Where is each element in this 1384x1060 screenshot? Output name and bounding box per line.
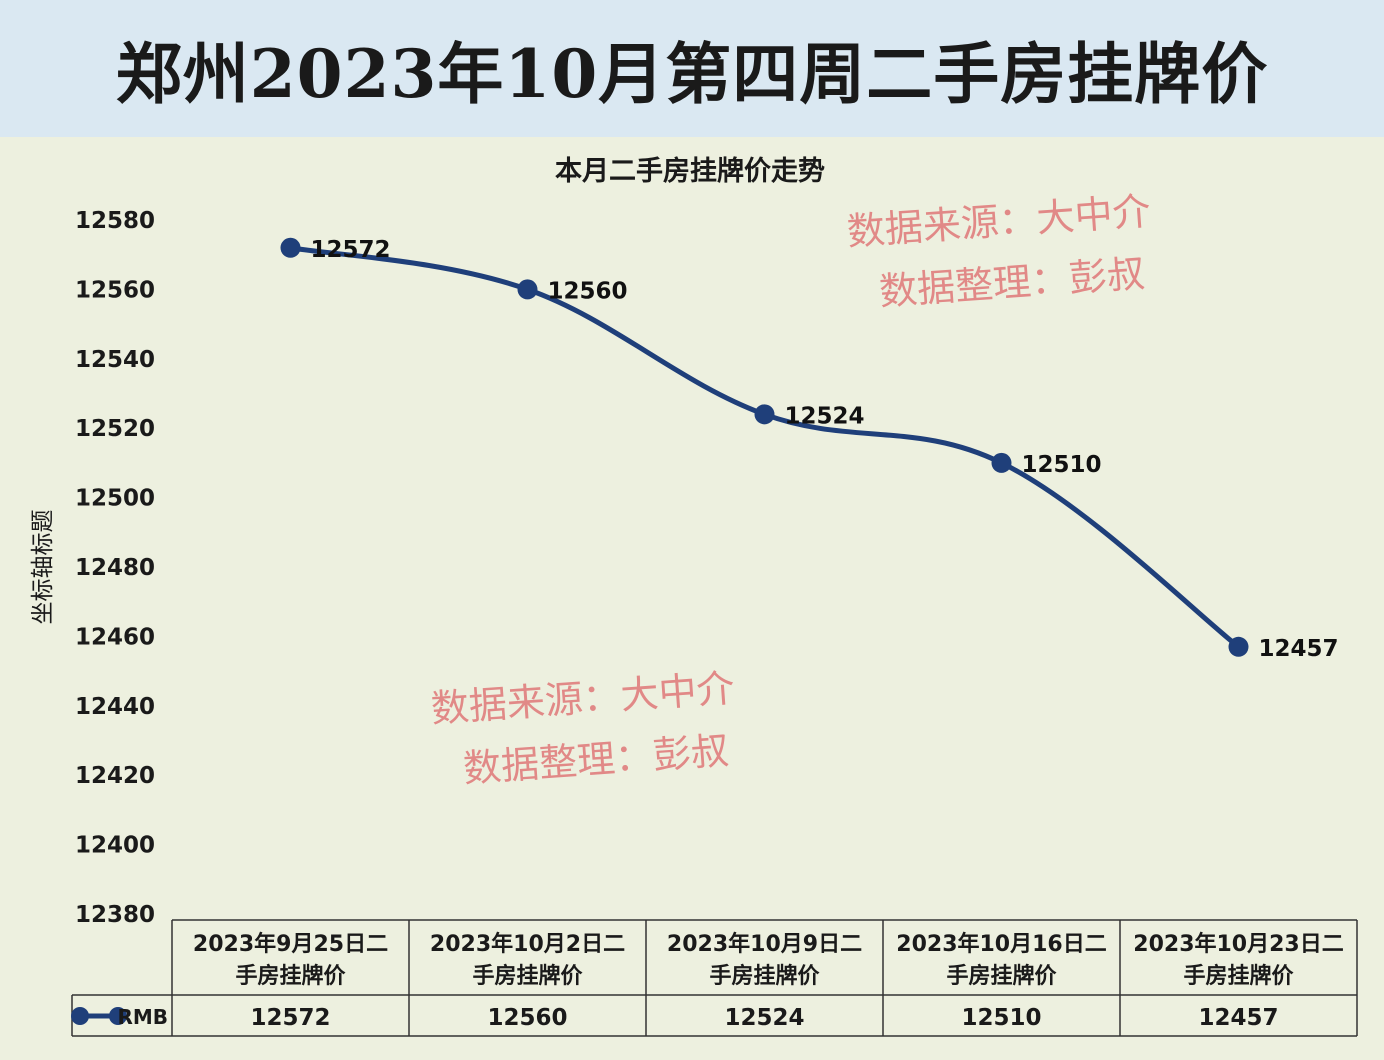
- y-tick-label: 12400: [75, 833, 155, 859]
- data-label: 12457: [1259, 636, 1339, 662]
- legend-series-name: RMB: [117, 1005, 168, 1029]
- banner: 郑州2023年10月第四周二手房挂牌价: [0, 0, 1384, 137]
- x-category-label: 2023年10月2日二: [430, 931, 625, 957]
- y-tick-label: 12520: [75, 416, 155, 442]
- y-tick-label: 12380: [75, 902, 155, 928]
- watermark-editor-2: 数据整理：彭叔: [462, 728, 730, 790]
- y-tick-label: 12580: [75, 208, 155, 234]
- y-tick-label: 12540: [75, 347, 155, 373]
- y-tick-label: 12500: [75, 486, 155, 512]
- watermark-editor-1: 数据整理：彭叔: [878, 251, 1146, 313]
- y-tick-label: 12440: [75, 694, 155, 720]
- table-value: 12524: [724, 1005, 804, 1031]
- data-label: 12510: [1022, 452, 1102, 478]
- series-line-rmb: [288, 245, 1241, 650]
- table-value: 12510: [961, 1005, 1041, 1031]
- banner-title: 郑州2023年10月第四周二手房挂牌价: [115, 34, 1269, 113]
- plot-area: 本月二手房挂牌价走势坐标轴标题 12580 12560 12540 12520 12500…: [0, 137, 1384, 1060]
- chart-title: 本月二手房挂牌价走势: [555, 156, 825, 187]
- data-point: [517, 279, 538, 300]
- legend-key-marker: [109, 1007, 127, 1025]
- table-value: 12457: [1198, 1005, 1278, 1031]
- y-tick-label: 12480: [75, 555, 155, 581]
- data-point: [280, 237, 301, 258]
- data-point: [1228, 636, 1249, 657]
- data-point: [754, 404, 775, 425]
- table-value: 12560: [487, 1005, 567, 1031]
- table-value: 12572: [250, 1005, 330, 1031]
- data-point: [991, 452, 1012, 473]
- y-tick-label: 12560: [75, 277, 155, 303]
- x-category-label: 2023年10月16日二: [896, 931, 1106, 957]
- watermark-source-1: 数据来源：大中介: [846, 189, 1152, 254]
- data-label: 12572: [311, 237, 391, 263]
- y-tick-label: 12420: [75, 763, 155, 789]
- watermark-source-2: 数据来源：大中介: [430, 666, 736, 731]
- x-category-label: 手房挂牌价: [235, 963, 346, 989]
- x-category-label: 手房挂牌价: [709, 963, 820, 989]
- x-category-label: 2023年9月25日二: [193, 931, 388, 957]
- legend-key-marker: [71, 1007, 89, 1025]
- x-category-label: 2023年10月23日二: [1133, 931, 1343, 957]
- data-label: 12560: [548, 278, 628, 304]
- x-category-label: 手房挂牌价: [472, 963, 583, 989]
- x-category-label: 手房挂牌价: [1183, 963, 1294, 989]
- y-axis-title: 坐标轴标题: [30, 510, 56, 625]
- x-category-label: 2023年10月9日二: [667, 931, 862, 957]
- y-tick-label: 12460: [75, 624, 155, 650]
- x-category-label: 手房挂牌价: [946, 963, 1057, 989]
- data-label: 12524: [785, 403, 865, 429]
